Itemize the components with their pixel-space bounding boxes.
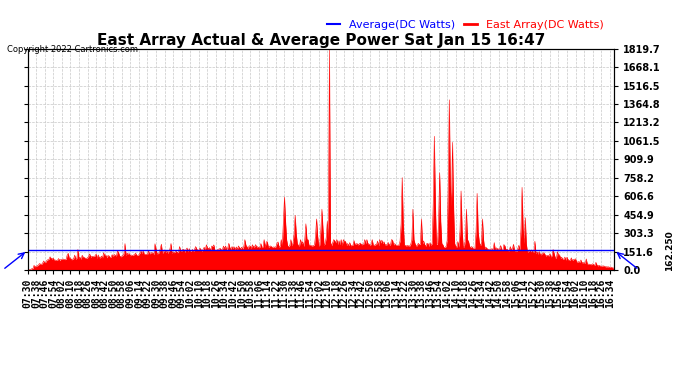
- Legend: Average(DC Watts), East Array(DC Watts): Average(DC Watts), East Array(DC Watts): [322, 16, 609, 34]
- Text: Copyright 2022 Cartronics.com: Copyright 2022 Cartronics.com: [7, 45, 138, 54]
- Text: 162.250: 162.250: [665, 230, 674, 271]
- Title: East Array Actual & Average Power Sat Jan 15 16:47: East Array Actual & Average Power Sat Ja…: [97, 33, 545, 48]
